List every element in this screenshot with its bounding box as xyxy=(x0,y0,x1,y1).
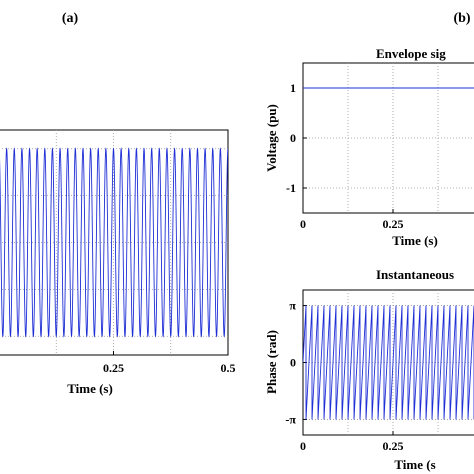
chart-b1-title: Envelope sig xyxy=(376,46,446,61)
y-tick-label: π xyxy=(289,299,296,313)
y-tick-label: 0 xyxy=(290,131,296,145)
chart-b1-xticks: 0 0.25 xyxy=(300,209,404,231)
chart-b1: Envelope sig 0 0.25 10-1 Time (s) Voltage… xyxy=(264,46,474,248)
x-tick-label: 0.25 xyxy=(383,439,404,453)
chart-b1-xlabel: Time (s) xyxy=(392,233,438,248)
y-tick-label: 1 xyxy=(290,81,296,95)
x-tick-label: 0 xyxy=(300,439,306,453)
y-tick-label: -1 xyxy=(286,181,296,195)
chart-a-xticks: 0.25 0.5 xyxy=(103,351,236,375)
panel-label-b: (b) xyxy=(453,11,470,26)
chart-b2-grid xyxy=(303,290,474,435)
chart-b1-grid xyxy=(303,63,474,213)
x-tick-label: 0.25 xyxy=(103,361,124,375)
chart-b1-frame xyxy=(302,62,474,214)
chart-b2-ylabel: Phase (rad) xyxy=(264,330,279,394)
series-line xyxy=(0,147,228,338)
panel-label-a: (a) xyxy=(62,11,79,26)
series-line xyxy=(303,305,474,420)
chart-b2-frame xyxy=(302,289,474,436)
x-tick-label: 0 xyxy=(300,217,306,231)
x-tick-label: 0.25 xyxy=(383,217,404,231)
chart-b2-series xyxy=(303,305,474,420)
chart-b2-xticks: 0 0.25 xyxy=(300,431,404,453)
chart-b2-title: Instantaneous xyxy=(376,267,454,282)
x-tick-label: 0.5 xyxy=(221,361,236,375)
chart-b2-yticks: π 0 -π xyxy=(285,299,307,426)
chart-b1-yticks: 1 0 -1 xyxy=(286,81,307,195)
chart-a-series xyxy=(0,147,228,338)
y-tick-label: -π xyxy=(285,412,296,426)
y-tick-label: 0 xyxy=(290,356,296,370)
chart-a: 0.25 0.5 Time (s) xyxy=(0,129,236,396)
chart-b2: Instantaneous 0 0.25 π0-π Time (s Phase (… xyxy=(264,267,474,472)
chart-b1-ylabel: Voltage (pu) xyxy=(264,104,279,172)
chart-b2-xlabel: Time (s xyxy=(394,457,435,472)
chart-a-xlabel: Time (s) xyxy=(67,381,113,396)
